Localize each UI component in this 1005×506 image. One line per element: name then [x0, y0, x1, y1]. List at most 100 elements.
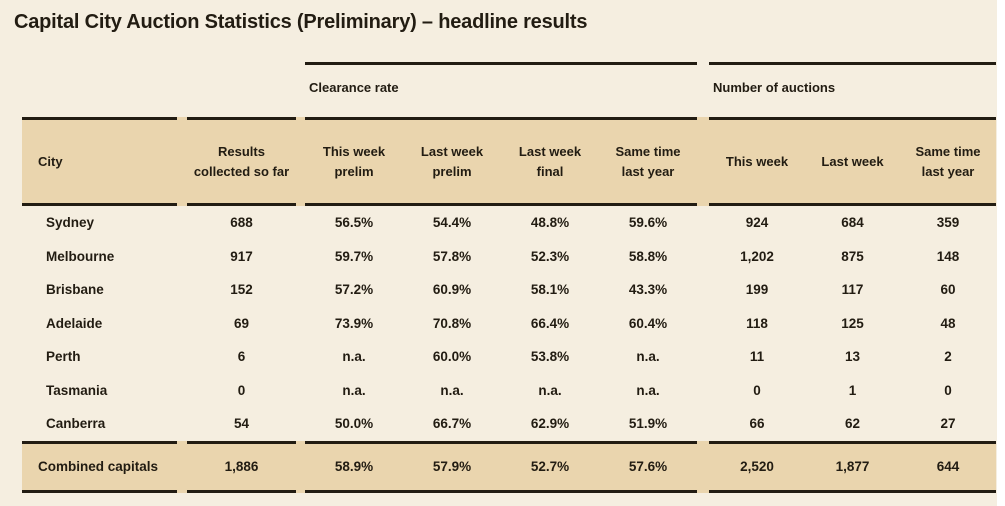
auctions-this-week-cell: 66: [749, 416, 765, 432]
clearance-last-week-final-cell: 58.1%: [530, 282, 570, 298]
table-row-sydney: Sydney 688 56.5% 54.4% 48.8% 59.6% 924 684 359: [22, 206, 997, 240]
auctions-this-week-cell: 199: [745, 282, 769, 298]
clearance-last-week-final-cell: n.a.: [538, 382, 562, 398]
column-header-clearance-last-week-prelim: Last week prelim: [403, 117, 501, 206]
clearance-last-week-prelim-cell: n.a.: [440, 382, 464, 398]
clearance-same-time-last-year-cell: 51.9%: [628, 416, 668, 432]
clearance-last-week-prelim-cell: 57.8%: [432, 248, 472, 264]
column-gap: [697, 117, 709, 206]
clearance-last-week-prelim-cell: 66.7%: [432, 416, 472, 432]
auctions-same-time-last-year-cell: 48: [940, 315, 956, 331]
auctions-same-time-last-year-cell: 2: [944, 349, 952, 365]
column-gap: [296, 273, 305, 307]
combined-capitals-row: Combined capitals 1,886 58.9% 57.9% 52.7% 57.…: [22, 440, 997, 493]
column-gap: [177, 117, 187, 206]
auctions-last-week-cell: 13: [844, 349, 861, 365]
city-cell: Perth: [46, 349, 81, 365]
clearance-this-week-prelim-cell: 73.9%: [334, 315, 374, 331]
table-row-brisbane: Brisbane 152 57.2% 60.9% 58.1% 43.3% 199 117 60: [22, 273, 997, 307]
city-cell: Melbourne: [46, 248, 115, 264]
table-row-melbourne: Melbourne 917 59.7% 57.8% 52.3% 58.8% 1,202 875…: [22, 240, 997, 274]
clearance-this-week-prelim-cell: 59.7%: [334, 248, 374, 264]
clearance-last-week-prelim-cell: 70.8%: [432, 315, 472, 331]
column-gap: [697, 273, 709, 307]
city-cell: Combined capitals: [22, 440, 177, 493]
clearance-last-week-final-cell: 62.9%: [530, 416, 570, 432]
column-gap: [177, 374, 187, 408]
column-gap: [697, 407, 709, 441]
table-row-adelaide: Adelaide 69 73.9% 70.8% 66.4% 60.4% 118 125 48: [22, 307, 997, 341]
clearance-last-week-final-cell: 48.8%: [530, 215, 570, 231]
column-gap: [697, 307, 709, 341]
group-label: Number of auctions: [713, 80, 836, 95]
column-header-auctions-this-week: This week: [709, 117, 805, 206]
auctions-last-week-cell: 117: [841, 282, 864, 298]
column-gap: [296, 374, 305, 408]
auctions-last-week-cell: 62: [844, 416, 861, 432]
column-gap: [697, 240, 709, 274]
clearance-this-week-prelim-cell: 50.0%: [334, 416, 374, 432]
results-collected-cell: 688: [230, 215, 253, 231]
city-cell: Adelaide: [46, 315, 103, 331]
results-collected-cell: 152: [230, 282, 253, 298]
auctions-this-week-cell: 2,520: [709, 440, 805, 493]
clearance-last-week-final-cell: 52.7%: [501, 440, 599, 493]
auctions-same-time-last-year-cell: 359: [936, 215, 960, 231]
column-header-auctions-same-time-last-year: Same time last year: [900, 117, 996, 206]
results-collected-cell: 54: [233, 416, 250, 432]
clearance-last-week-prelim-cell: 54.4%: [432, 215, 472, 231]
auctions-same-time-last-year-cell: 27: [940, 416, 956, 432]
column-gap: [697, 206, 709, 240]
auctions-same-time-last-year-cell: 60: [940, 282, 956, 298]
auctions-last-week-cell: 875: [841, 248, 864, 264]
column-gap: [697, 374, 709, 408]
clearance-this-week-prelim-cell: 56.5%: [334, 215, 374, 231]
clearance-same-time-last-year-cell: 57.6%: [599, 440, 697, 493]
clearance-same-time-last-year-cell: 43.3%: [628, 282, 668, 298]
column-header-city: City: [22, 117, 177, 206]
column-group-header-row: Clearance rate Number of auctions: [22, 62, 997, 117]
column-gap: [177, 307, 187, 341]
column-gap: [697, 440, 709, 493]
table-header-row: City Results collected so far This week …: [22, 117, 997, 206]
auctions-last-week-cell: 125: [841, 315, 864, 331]
table-row-canberra: Canberra 54 50.0% 66.7% 62.9% 51.9% 66 62 27: [22, 407, 997, 441]
auctions-same-time-last-year-cell: 148: [936, 248, 960, 264]
clearance-this-week-prelim-cell: 57.2%: [334, 282, 374, 298]
results-collected-cell: 1,886: [187, 440, 296, 493]
column-gap: [177, 273, 187, 307]
column-gap: [697, 340, 709, 374]
clearance-last-week-prelim-cell: 60.0%: [432, 349, 472, 365]
column-header-clearance-this-week-prelim: This week prelim: [305, 117, 403, 206]
auctions-last-week-cell: 684: [841, 215, 864, 231]
results-collected-cell: 917: [230, 248, 253, 264]
clearance-same-time-last-year-cell: n.a.: [636, 382, 660, 398]
auctions-this-week-cell: 11: [749, 349, 765, 365]
column-gap: [177, 407, 187, 441]
city-cell: Canberra: [46, 416, 106, 432]
column-gap: [296, 307, 305, 341]
clearance-this-week-prelim-cell: n.a.: [342, 382, 366, 398]
clearance-same-time-last-year-cell: 58.8%: [628, 248, 668, 264]
auctions-last-week-cell: 1,877: [805, 440, 900, 493]
auctions-same-time-last-year-cell: 0: [944, 382, 952, 398]
clearance-this-week-prelim-cell: 58.9%: [305, 440, 403, 493]
column-gap: [177, 440, 187, 493]
group-header-number-of-auctions: Number of auctions: [709, 62, 996, 117]
column-gap: [177, 340, 187, 374]
clearance-same-time-last-year-cell: 60.4%: [628, 315, 668, 331]
clearance-last-week-final-cell: 53.8%: [530, 349, 570, 365]
auctions-this-week-cell: 1,202: [740, 248, 774, 264]
column-header-clearance-last-week-final: Last week final: [501, 117, 599, 206]
auctions-last-week-cell: 1: [848, 382, 857, 398]
results-collected-cell: 6: [237, 349, 246, 365]
auctions-this-week-cell: 118: [746, 315, 768, 331]
column-gap: [296, 206, 305, 240]
clearance-last-week-final-cell: 66.4%: [530, 315, 570, 331]
results-collected-cell: 69: [233, 315, 250, 331]
clearance-this-week-prelim-cell: n.a.: [342, 349, 366, 365]
column-gap: [296, 117, 305, 206]
group-header-clearance-rate: Clearance rate: [305, 62, 697, 117]
